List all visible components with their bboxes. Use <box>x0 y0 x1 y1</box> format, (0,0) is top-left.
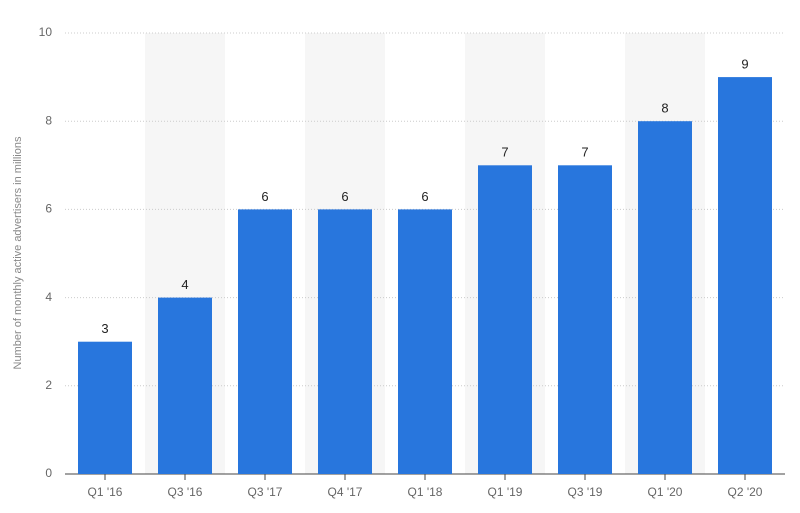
value-label: 6 <box>341 189 348 204</box>
bar <box>638 121 692 474</box>
bar <box>238 209 292 474</box>
x-tick-label: Q1 '16 <box>88 485 123 499</box>
x-tick-label: Q3 '17 <box>248 485 283 499</box>
value-label: 7 <box>501 145 508 160</box>
y-tick-label: 2 <box>45 378 52 392</box>
value-label: 3 <box>101 321 108 336</box>
bar <box>158 297 212 474</box>
x-tick-label: Q2 '20 <box>728 485 763 499</box>
x-tick-label: Q1 '18 <box>408 485 443 499</box>
x-tick-label: Q3 '16 <box>168 485 203 499</box>
y-tick-label: 6 <box>45 202 52 216</box>
y-tick-label: 8 <box>45 113 52 127</box>
y-tick-label: 0 <box>45 466 52 480</box>
value-label: 8 <box>661 101 668 116</box>
bar <box>718 77 772 474</box>
value-label: 6 <box>421 189 428 204</box>
bar <box>78 341 132 474</box>
y-tick-label: 10 <box>39 25 53 39</box>
value-label: 6 <box>261 189 268 204</box>
value-label: 4 <box>181 277 188 292</box>
x-tick-label: Q1 '19 <box>488 485 523 499</box>
y-axis-label: Number of monthly active advertisers in … <box>12 136 24 369</box>
y-tick-label: 4 <box>45 290 52 304</box>
bar <box>398 209 452 474</box>
x-tick-label: Q3 '19 <box>568 485 603 499</box>
x-tick-label: Q1 '20 <box>648 485 683 499</box>
bar <box>478 165 532 475</box>
bar <box>318 209 372 474</box>
value-label: 9 <box>741 57 748 72</box>
x-tick-label: Q4 '17 <box>328 485 363 499</box>
bar <box>558 165 612 475</box>
value-label: 7 <box>581 145 588 160</box>
